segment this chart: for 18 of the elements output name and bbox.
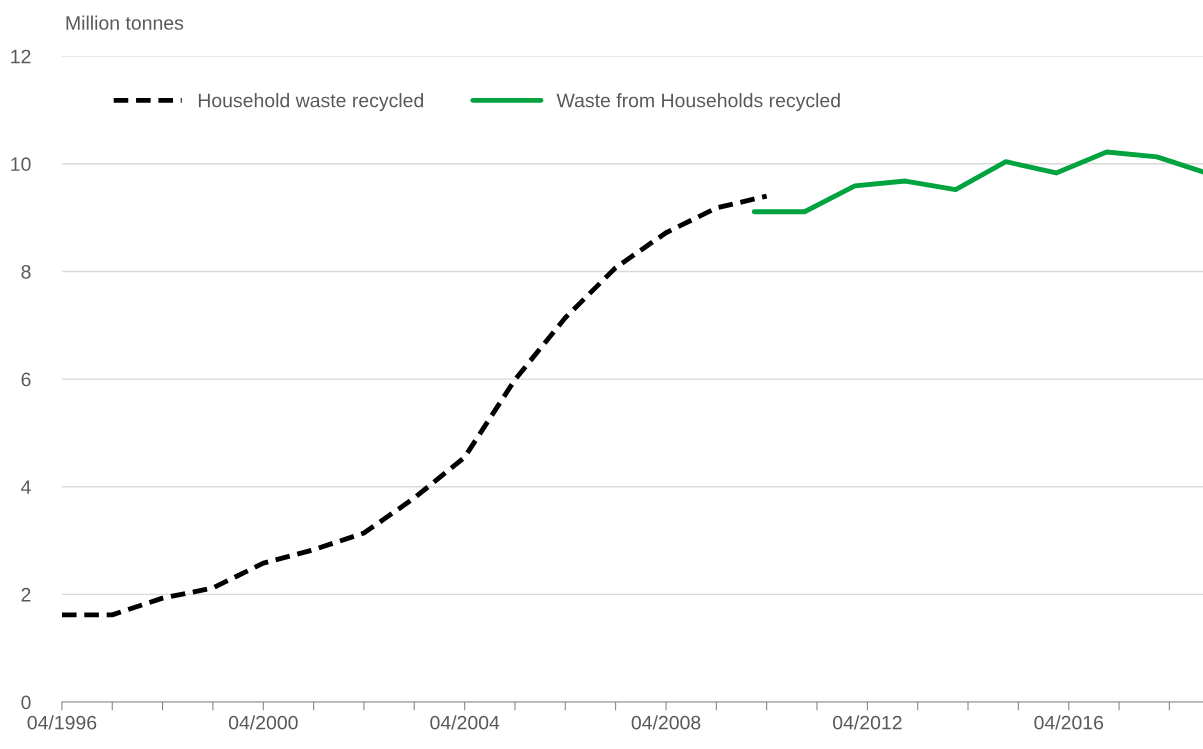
y-tick-label: 6 xyxy=(21,372,31,387)
legend-label: Household waste recycled xyxy=(198,93,424,112)
x-tick-label: 04/2000 xyxy=(228,715,298,730)
y-axis-title: Million tonnes xyxy=(66,15,184,30)
y-tick-label: 10 xyxy=(11,157,31,172)
y-tick-label: 12 xyxy=(11,49,31,64)
x-tick-label: 04/1996 xyxy=(27,715,97,730)
line-series xyxy=(61,193,770,618)
x-tick-label: 04/2004 xyxy=(430,715,500,730)
y-tick-label: 2 xyxy=(21,587,31,602)
y-tick-label: 4 xyxy=(21,480,31,494)
y-tick-label: 8 xyxy=(21,264,31,279)
x-tick-label: 04/2008 xyxy=(631,715,701,730)
y-tick-label: 0 xyxy=(21,695,31,710)
x-tick-label: 04/2016 xyxy=(1034,715,1104,730)
legend-label: Waste from Households recycled xyxy=(556,93,840,112)
x-tick-label: 04/2012 xyxy=(833,715,902,730)
line-series xyxy=(751,149,1203,215)
